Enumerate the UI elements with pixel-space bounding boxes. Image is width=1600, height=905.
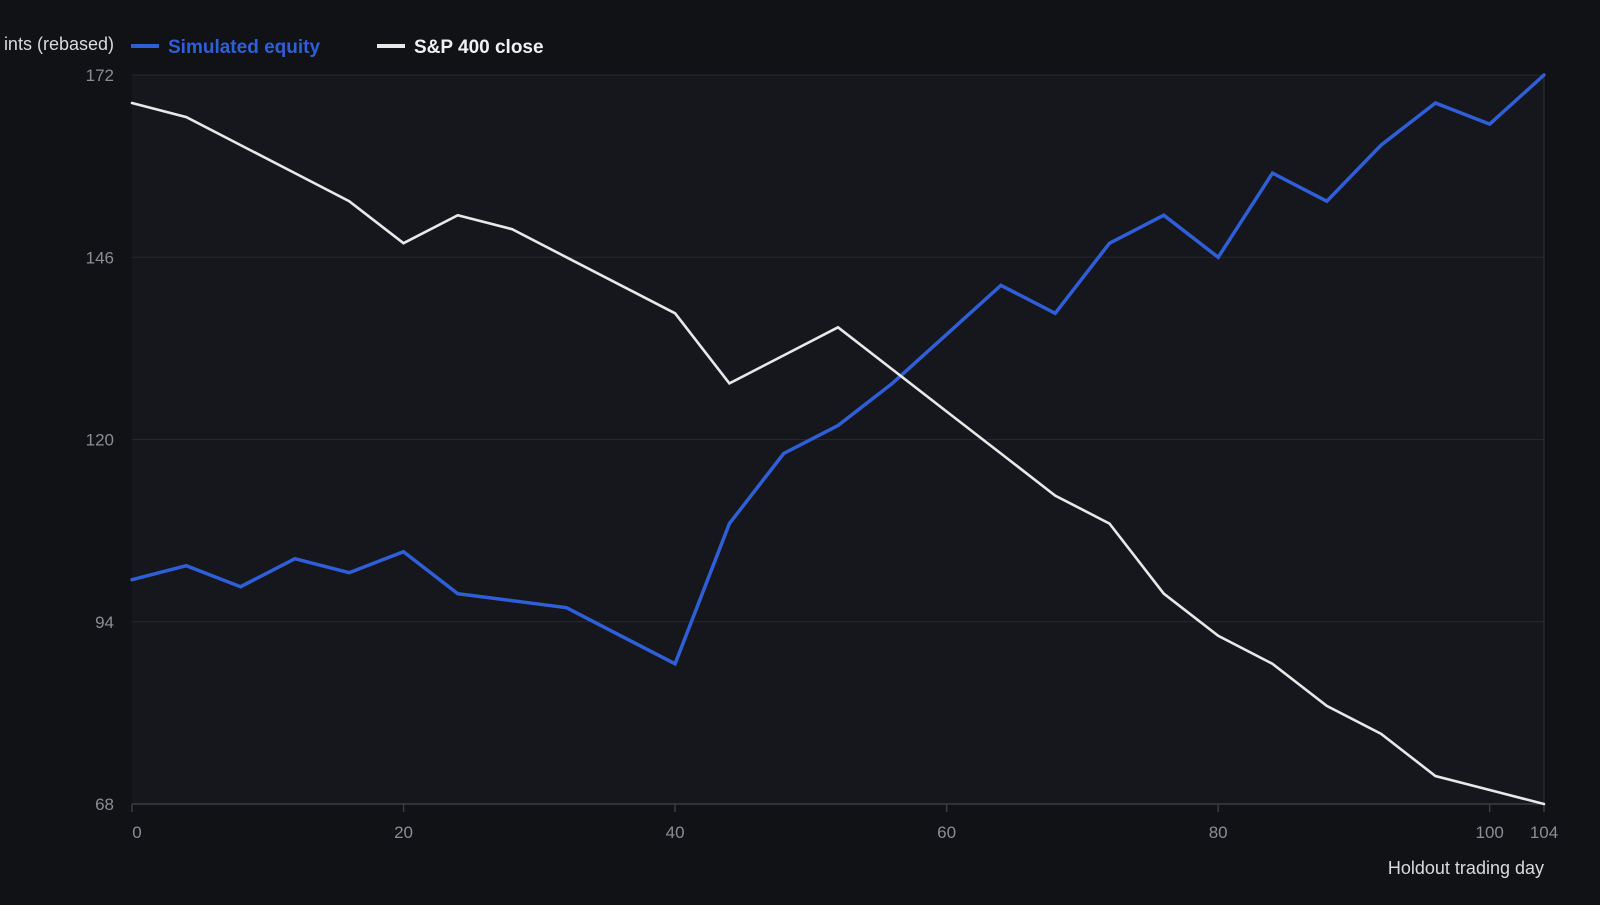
y-tick-label-172: 172 <box>86 66 114 85</box>
y-tick-label-68: 68 <box>95 795 114 814</box>
y-tick-label-94: 94 <box>95 613 114 632</box>
x-tick-label-0: 0 <box>132 823 141 842</box>
x-tick-label-40: 40 <box>666 823 685 842</box>
y-axis-title: ints (rebased) <box>4 34 114 54</box>
series-line-s-p-400-close[interactable] <box>130 101 1546 806</box>
series-line-simulated-equity[interactable] <box>130 73 1546 667</box>
x-axis-ticks: 0 20 40 60 80 100 104 <box>131 804 1558 842</box>
grid <box>132 74 1544 623</box>
axes <box>132 75 1545 805</box>
legend-label-sp400-close: S&P 400 close <box>414 37 544 58</box>
legend-item-sp400-close[interactable]: S&P 400 close <box>377 37 544 58</box>
y-axis-ticks: 68 94 120 146 172 <box>86 66 114 814</box>
legend-label-simulated-equity: Simulated equity <box>168 37 320 58</box>
legend: Simulated equity S&P 400 close <box>131 37 544 58</box>
x-tick-label-20: 20 <box>394 823 413 842</box>
x-tick-label-104: 104 <box>1530 823 1558 842</box>
legend-item-simulated-equity[interactable]: Simulated equity <box>131 37 320 58</box>
x-axis-title: Holdout trading day <box>1388 858 1544 878</box>
x-tick-label-60: 60 <box>937 823 956 842</box>
x-tick-label-80: 80 <box>1209 823 1228 842</box>
y-tick-label-146: 146 <box>86 248 114 267</box>
y-tick-label-120: 120 <box>86 431 114 450</box>
x-tick-label-100: 100 <box>1476 823 1504 842</box>
series-lines <box>130 73 1546 806</box>
